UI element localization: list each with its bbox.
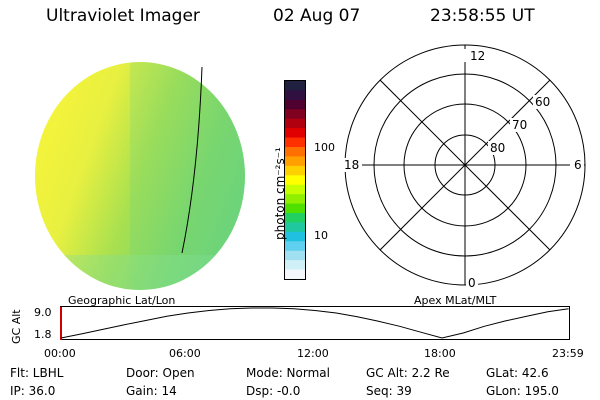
xtick-0600: 06:00 [169,347,201,360]
colorbar-swatch [285,175,305,186]
altitude-ytick-min: 1.8 [34,328,52,341]
colorbar [284,80,306,280]
lat-label-80: 80 [490,141,505,155]
colorbar-swatch [285,90,305,101]
date-label: 02 Aug 07 [273,6,361,26]
colorbar-swatch [285,165,305,176]
colorbar-tick-10: 10 [314,229,328,242]
colorbar-swatch [285,109,305,120]
colorbar-swatch [285,147,305,157]
colorbar-swatch [285,137,305,148]
colorbar-tick-100: 100 [314,141,335,154]
xtick-0000: 00:00 [44,347,76,360]
colorbar-swatch [285,213,305,223]
colorbar-swatch [285,250,305,261]
colorbar-swatch [285,269,305,280]
colorbar-swatch [285,99,305,110]
colorbar-swatch [285,118,305,129]
colorbar-swatch [285,128,305,139]
colorbar-swatch [285,81,305,91]
mlt-label-6: 6 [574,158,582,172]
colorbar-swatch [285,260,305,271]
status-filter: Flt: LBHL [10,366,64,380]
colorbar-swatch [285,241,305,252]
colorbar-frame [284,80,306,280]
time-label: 23:58:55 UT [430,6,535,26]
mlt-label-0: 0 [468,276,476,290]
xtick-1200: 12:00 [297,347,329,360]
colorbar-swatch [285,194,305,205]
colorbar-swatch [285,184,305,195]
mlt-label-18: 18 [344,158,359,172]
status-dsp: Dsp: -0.0 [246,384,301,398]
altitude-plot-frame [60,306,570,340]
status-glat: GLat: 42.6 [486,366,549,380]
instrument-title: Ultraviolet Imager [46,6,200,26]
colorbar-swatch [285,203,305,214]
altitude-series-line [60,307,569,339]
altitude-ytick-max: 9.0 [34,306,52,319]
status-seq: Seq: 39 [366,384,412,398]
xtick-2359: 23:59 [552,347,584,360]
lat-label-70: 70 [512,118,527,132]
colorbar-swatch [285,231,305,242]
earth-disk [35,62,245,290]
apex-label: Apex MLat/MLT [414,294,497,307]
colorbar-swatch [285,156,305,167]
uv-image [35,62,245,290]
altitude-ylabel: GC Alt [10,309,23,344]
status-gc-alt: GC Alt: 2.2 Re [366,366,450,380]
colorbar-unit-label: photon cm⁻²s⁻¹ [273,147,287,240]
status-ip: IP: 36.0 [10,384,56,398]
colorbar-swatch [285,222,305,233]
status-mode: Mode: Normal [246,366,330,380]
terminator-line [181,66,203,254]
status-door: Door: Open [126,366,195,380]
xtick-1800: 18:00 [424,347,456,360]
status-gain: Gain: 14 [126,384,177,398]
status-glon: GLon: 195.0 [486,384,559,398]
geographic-label: Geographic Lat/Lon [68,294,176,307]
lat-label-60: 60 [535,95,550,109]
altitude-plot [60,306,570,340]
mlt-label-12: 12 [470,49,485,63]
polar-grid: 12 18 6 0 60 70 80 [342,44,586,290]
